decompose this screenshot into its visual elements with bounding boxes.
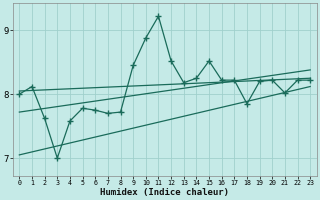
X-axis label: Humidex (Indice chaleur): Humidex (Indice chaleur) xyxy=(100,188,229,197)
